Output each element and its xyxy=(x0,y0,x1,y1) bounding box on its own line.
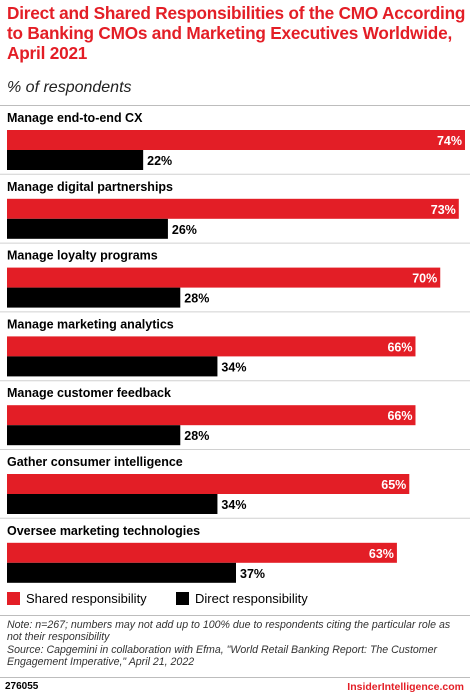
legend: Shared responsibility Direct responsibil… xyxy=(0,591,470,609)
category-label: Manage digital partnerships xyxy=(7,180,173,194)
data-label-shared: 74% xyxy=(437,134,462,148)
legend-swatch-shared xyxy=(7,592,20,605)
bar-shared xyxy=(7,267,441,288)
note-text: Note: n=267; numbers may not add up to 1… xyxy=(7,619,451,644)
legend-label-direct: Direct responsibility xyxy=(195,591,308,606)
legend-label-shared: Shared responsibility xyxy=(26,591,147,606)
legend-item-direct: Direct responsibility xyxy=(176,591,308,606)
legend-item-shared: Shared responsibility xyxy=(7,591,147,606)
data-label-shared: 73% xyxy=(431,203,456,217)
legend-divider xyxy=(0,615,470,616)
bar-direct xyxy=(7,494,218,514)
chart-title: Direct and Shared Responsibilities of th… xyxy=(7,3,466,63)
data-label-direct: 37% xyxy=(240,567,265,581)
data-label-direct: 22% xyxy=(147,154,172,168)
bar-shared xyxy=(7,336,416,357)
category-label: Gather consumer intelligence xyxy=(7,455,183,469)
bar-shared xyxy=(7,474,410,494)
bar-direct xyxy=(7,150,144,170)
notes: Note: n=267; numbers may not add up to 1… xyxy=(7,619,465,669)
data-label-shared: 63% xyxy=(369,547,394,561)
brand-logo-text: InsiderIntelligence.com xyxy=(347,681,464,693)
chart-subtitle: % of respondents xyxy=(7,79,132,96)
bar-direct xyxy=(7,287,181,308)
bar-shared xyxy=(7,542,397,563)
data-label-direct: 28% xyxy=(184,292,209,306)
data-label-direct: 34% xyxy=(221,498,246,512)
category-label: Manage marketing analytics xyxy=(7,317,174,331)
chart-id: 276055 xyxy=(5,681,39,692)
category-label: Manage end-to-end CX xyxy=(7,111,143,125)
bar-direct xyxy=(7,356,218,377)
category-label: Manage loyalty programs xyxy=(7,249,158,263)
category-label: Manage customer feedback xyxy=(7,386,171,400)
bar-shared xyxy=(7,405,416,426)
data-label-direct: 28% xyxy=(184,429,209,443)
data-label-direct: 26% xyxy=(172,223,197,237)
data-label-shared: 66% xyxy=(387,409,412,423)
data-label-shared: 65% xyxy=(381,478,406,492)
category-label: Oversee marketing technologies xyxy=(7,524,200,538)
bar-direct xyxy=(7,562,236,583)
legend-swatch-direct xyxy=(176,592,189,605)
bar-direct xyxy=(7,425,181,446)
data-label-shared: 66% xyxy=(387,340,412,354)
data-label-shared: 70% xyxy=(412,272,437,286)
bar-shared xyxy=(7,198,459,219)
source-text: Source: Capgemini in collaboration with … xyxy=(7,643,438,669)
bar-chart: Manage end-to-end CX 74% 22% Manage digital… xyxy=(0,111,470,583)
bar-direct xyxy=(7,218,168,239)
bar-shared xyxy=(7,130,465,150)
data-label-direct: 34% xyxy=(221,360,246,374)
top-divider xyxy=(0,105,470,106)
footer-divider xyxy=(0,677,470,678)
